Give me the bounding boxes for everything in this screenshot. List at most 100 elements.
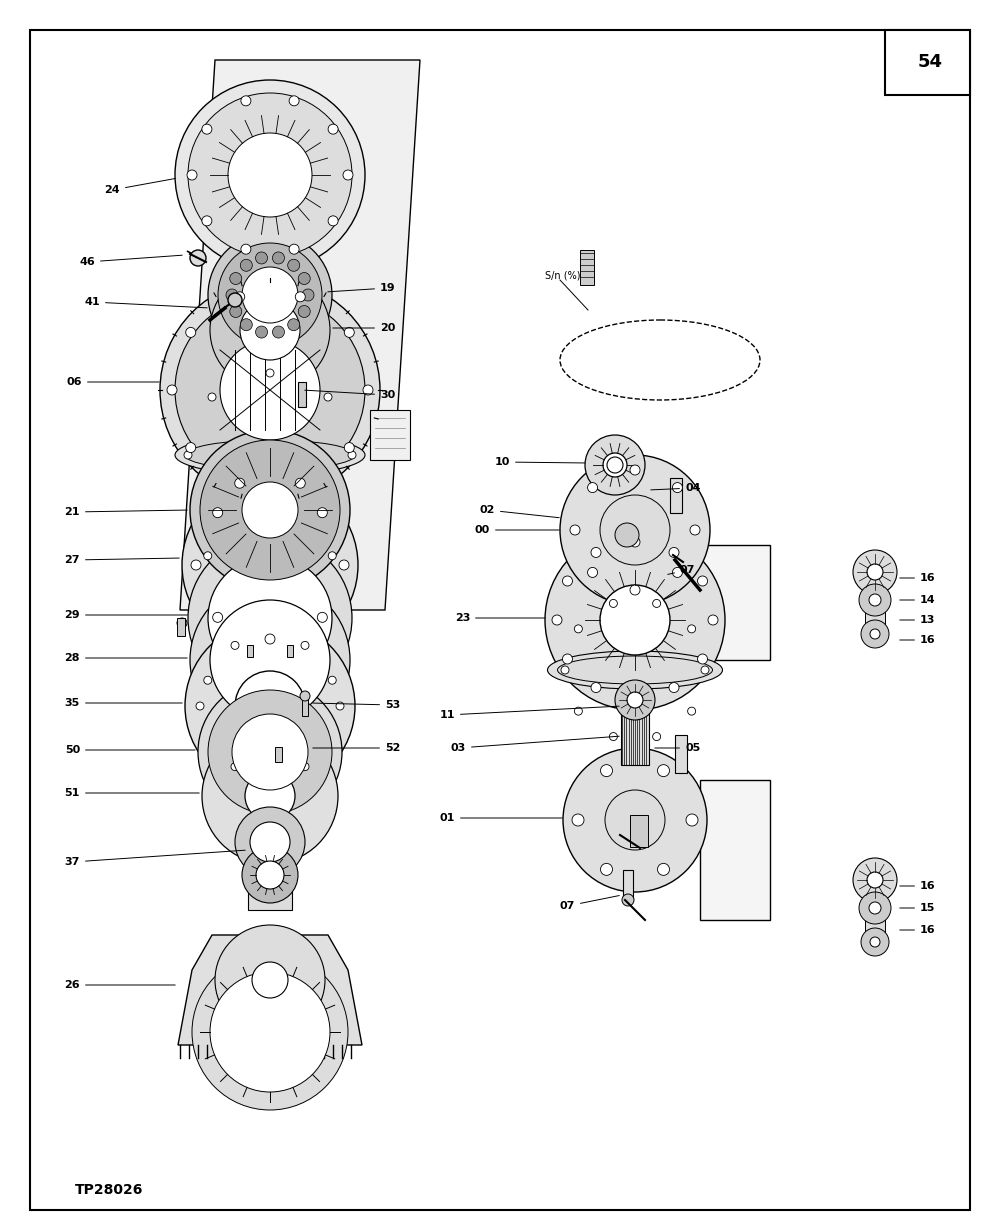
Text: 15: 15 — [900, 904, 935, 913]
Circle shape — [698, 576, 708, 586]
Circle shape — [210, 972, 330, 1092]
Circle shape — [230, 305, 242, 318]
Bar — [302, 698, 308, 716]
Text: 41: 41 — [84, 297, 207, 308]
Polygon shape — [700, 545, 770, 660]
Circle shape — [572, 814, 584, 826]
Polygon shape — [700, 780, 770, 920]
Circle shape — [552, 616, 562, 625]
Circle shape — [698, 654, 708, 664]
Text: 54: 54 — [918, 53, 942, 71]
Circle shape — [256, 326, 268, 339]
Circle shape — [204, 551, 212, 560]
Circle shape — [192, 954, 348, 1110]
Bar — [885, 30, 970, 95]
Text: 06: 06 — [66, 377, 159, 387]
Circle shape — [202, 215, 212, 225]
Bar — [370, 410, 410, 460]
Circle shape — [617, 803, 653, 838]
Circle shape — [272, 252, 284, 263]
Circle shape — [328, 551, 336, 560]
Circle shape — [560, 455, 710, 604]
Ellipse shape — [175, 435, 365, 475]
Text: 27: 27 — [64, 555, 179, 565]
Circle shape — [672, 483, 682, 492]
Circle shape — [190, 250, 206, 266]
Circle shape — [688, 707, 696, 715]
Circle shape — [630, 585, 640, 595]
Circle shape — [191, 560, 201, 570]
Circle shape — [870, 937, 880, 947]
Circle shape — [295, 292, 305, 302]
Circle shape — [235, 671, 305, 741]
Circle shape — [328, 676, 336, 684]
Bar — [298, 382, 306, 407]
Circle shape — [204, 676, 212, 684]
Ellipse shape — [558, 656, 712, 684]
Circle shape — [185, 620, 355, 792]
Circle shape — [867, 564, 883, 580]
Circle shape — [190, 580, 350, 740]
Circle shape — [853, 550, 897, 595]
Circle shape — [627, 692, 643, 708]
Circle shape — [869, 902, 881, 913]
Text: 00: 00 — [475, 524, 559, 535]
Circle shape — [613, 508, 657, 551]
Circle shape — [708, 616, 718, 625]
Circle shape — [600, 764, 612, 777]
Polygon shape — [180, 60, 420, 611]
Circle shape — [669, 548, 679, 558]
Circle shape — [328, 124, 338, 134]
Circle shape — [853, 858, 897, 902]
Circle shape — [870, 629, 880, 639]
Text: TP28026: TP28026 — [75, 1183, 143, 1197]
Circle shape — [230, 350, 310, 430]
Circle shape — [160, 279, 380, 500]
Circle shape — [242, 847, 298, 904]
Bar — [670, 478, 682, 513]
Circle shape — [570, 524, 580, 535]
Text: 16: 16 — [900, 572, 936, 583]
Circle shape — [859, 583, 891, 616]
Circle shape — [188, 94, 352, 257]
Text: 07: 07 — [668, 565, 695, 575]
Text: 29: 29 — [64, 611, 187, 620]
Circle shape — [242, 537, 298, 593]
Circle shape — [265, 634, 275, 644]
Bar — [675, 735, 687, 773]
Circle shape — [300, 691, 310, 700]
Circle shape — [240, 260, 252, 271]
Bar — [248, 830, 292, 910]
Circle shape — [317, 507, 327, 518]
Circle shape — [545, 531, 725, 710]
Circle shape — [588, 483, 598, 492]
Circle shape — [562, 654, 572, 664]
Circle shape — [615, 523, 639, 547]
Text: 28: 28 — [64, 652, 187, 664]
Circle shape — [250, 822, 290, 862]
Circle shape — [324, 393, 332, 401]
Circle shape — [289, 96, 299, 106]
Circle shape — [672, 567, 682, 577]
Circle shape — [609, 599, 617, 607]
Text: 19: 19 — [328, 283, 396, 293]
Circle shape — [256, 860, 284, 889]
Circle shape — [208, 691, 332, 814]
Circle shape — [240, 300, 300, 359]
Circle shape — [266, 369, 274, 377]
Circle shape — [175, 80, 365, 270]
Ellipse shape — [560, 320, 760, 400]
Bar — [865, 611, 885, 628]
Circle shape — [603, 453, 627, 476]
Circle shape — [202, 728, 338, 864]
Ellipse shape — [548, 651, 722, 689]
Circle shape — [235, 292, 245, 302]
Text: 50: 50 — [65, 745, 195, 755]
Circle shape — [600, 863, 612, 875]
Circle shape — [574, 707, 582, 715]
Circle shape — [213, 612, 223, 623]
Text: 20: 20 — [333, 323, 395, 334]
Circle shape — [630, 693, 640, 703]
Circle shape — [658, 863, 670, 875]
Text: 14: 14 — [900, 595, 936, 604]
